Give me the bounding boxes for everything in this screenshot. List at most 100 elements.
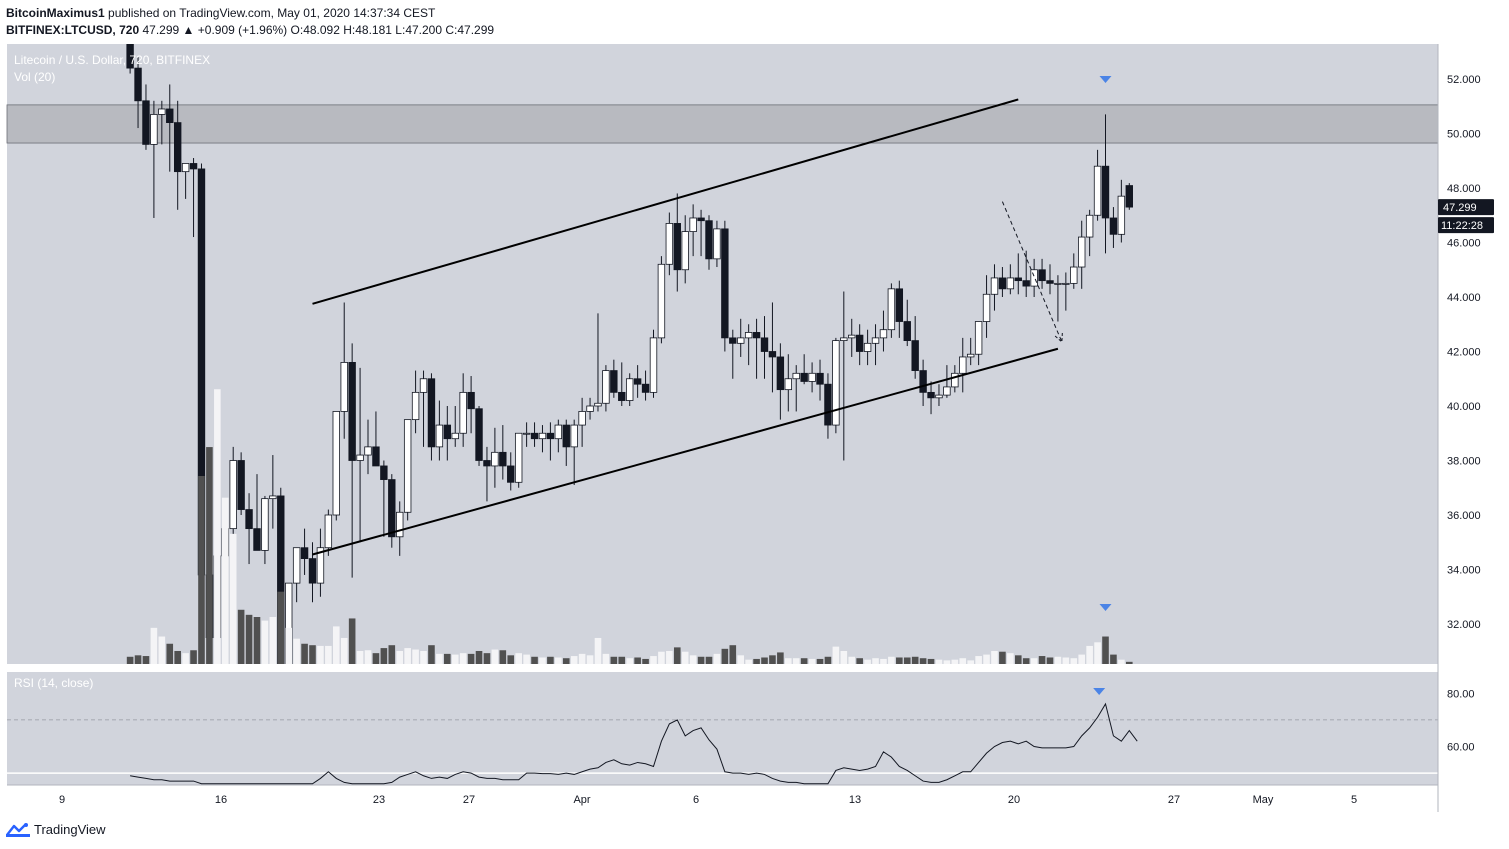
- candle-body: [388, 479, 396, 538]
- volume-bar: [206, 447, 213, 664]
- volume-bar: [761, 657, 768, 664]
- volume-bar: [991, 650, 998, 664]
- volume-legend: Vol (20): [14, 70, 55, 84]
- candle-body: [911, 340, 919, 371]
- volume-bar: [602, 653, 610, 664]
- volume-bar: [340, 637, 348, 664]
- candle-body: [848, 334, 856, 339]
- volume-bar: [142, 656, 150, 664]
- candle: [903, 299, 911, 347]
- volume-bar: [681, 651, 689, 664]
- volume-bar: [1078, 654, 1086, 664]
- volume-bar: [1102, 636, 1109, 664]
- rsi-tick-label: 60.00: [1447, 742, 1475, 754]
- candle-body: [1109, 217, 1118, 235]
- candle: [602, 365, 610, 412]
- candle-body: [499, 451, 507, 467]
- candle: [594, 313, 602, 412]
- candle-body: [586, 405, 594, 412]
- volume-bar: [332, 626, 340, 664]
- candle-body: [681, 231, 689, 271]
- symbol-line: BITFINEX:LTCUSD, 720 47.299 ▲ +0.909 (+1…: [6, 23, 494, 37]
- volume-bar: [792, 658, 800, 664]
- candle: [269, 455, 277, 529]
- candle: [633, 365, 642, 398]
- candle-body: [1101, 165, 1110, 219]
- rsi-tick-label: 80.00: [1447, 688, 1475, 700]
- candle: [499, 425, 507, 480]
- projection-arrow-line: [1001, 201, 1063, 343]
- candle-body: [467, 391, 475, 410]
- volume-bar: [1062, 657, 1070, 664]
- price-high-marker: [1099, 76, 1112, 83]
- x-tick-label: 9: [59, 794, 65, 806]
- volume-bar: [475, 650, 483, 664]
- candle-body: [578, 411, 586, 426]
- high-label: H:: [343, 23, 356, 37]
- volume-bar: [325, 645, 332, 664]
- interval: 720: [119, 23, 140, 37]
- candle: [1006, 264, 1015, 295]
- candle-body: [419, 378, 428, 393]
- volume-bar: [769, 655, 776, 664]
- x-tick-label: 13: [849, 794, 861, 806]
- volume-bar: [309, 645, 316, 664]
- candle-body: [546, 432, 555, 440]
- candle-body: [1006, 277, 1015, 290]
- candle: [1046, 264, 1054, 295]
- volume-bar: [317, 645, 324, 664]
- price-pane[interactable]: [6, 44, 1439, 695]
- volume-bar: [214, 389, 221, 664]
- candle-body: [332, 411, 340, 516]
- candle: [332, 411, 340, 521]
- candle: [689, 204, 697, 257]
- x-tick-label: 27: [463, 794, 475, 806]
- candle: [237, 452, 245, 515]
- candles: [126, 44, 1133, 664]
- author-name[interactable]: BitcoinMaximus1: [6, 6, 105, 20]
- candle: [1101, 114, 1110, 254]
- chart-header: BitcoinMaximus1 published on TradingView…: [0, 0, 1509, 44]
- up-arrow-icon: ▲: [182, 23, 195, 37]
- volume-bar: [491, 649, 499, 664]
- candle: [1038, 258, 1046, 289]
- volume-bar: [1086, 645, 1093, 664]
- price-badge: 47.299: [1443, 202, 1477, 214]
- tradingview-logo[interactable]: TradingView: [6, 822, 106, 837]
- candle: [173, 100, 182, 210]
- tradingview-brand: TradingView: [34, 822, 106, 837]
- volume-bar: [745, 659, 752, 664]
- candle: [340, 302, 348, 439]
- candle-body: [760, 337, 769, 352]
- candle-body: [737, 337, 745, 344]
- candle-body: [356, 454, 364, 461]
- volume-bar: [721, 648, 729, 664]
- volume-bar: [959, 658, 967, 664]
- candle: [935, 384, 943, 406]
- candle-body: [142, 100, 150, 145]
- candle: [348, 343, 356, 578]
- candle: [372, 411, 380, 467]
- pane-separator: [7, 664, 1438, 672]
- candle: [1054, 275, 1062, 322]
- candle: [411, 370, 420, 434]
- candle-body: [514, 432, 523, 483]
- candle: [879, 310, 888, 352]
- price-change: +0.909 (+1.96%): [197, 23, 288, 37]
- candle-body: [824, 383, 832, 426]
- volume-bar: [777, 652, 784, 664]
- candle-body: [554, 424, 563, 440]
- volume-bar: [1046, 657, 1054, 664]
- candle: [1062, 272, 1070, 311]
- chart-canvas[interactable]: 52.000 50.000 48.000 46.000 44.000 42.000 40.0…: [0, 44, 1509, 812]
- candle-body: [181, 163, 190, 173]
- candle: [451, 406, 459, 447]
- volume-bar: [729, 645, 737, 664]
- volume-bar: [975, 656, 982, 664]
- candle: [752, 318, 761, 379]
- volume-bar: [927, 658, 935, 664]
- candle: [990, 264, 999, 311]
- volume-bar: [935, 659, 943, 664]
- candle: [840, 291, 848, 461]
- candle-body: [903, 321, 911, 341]
